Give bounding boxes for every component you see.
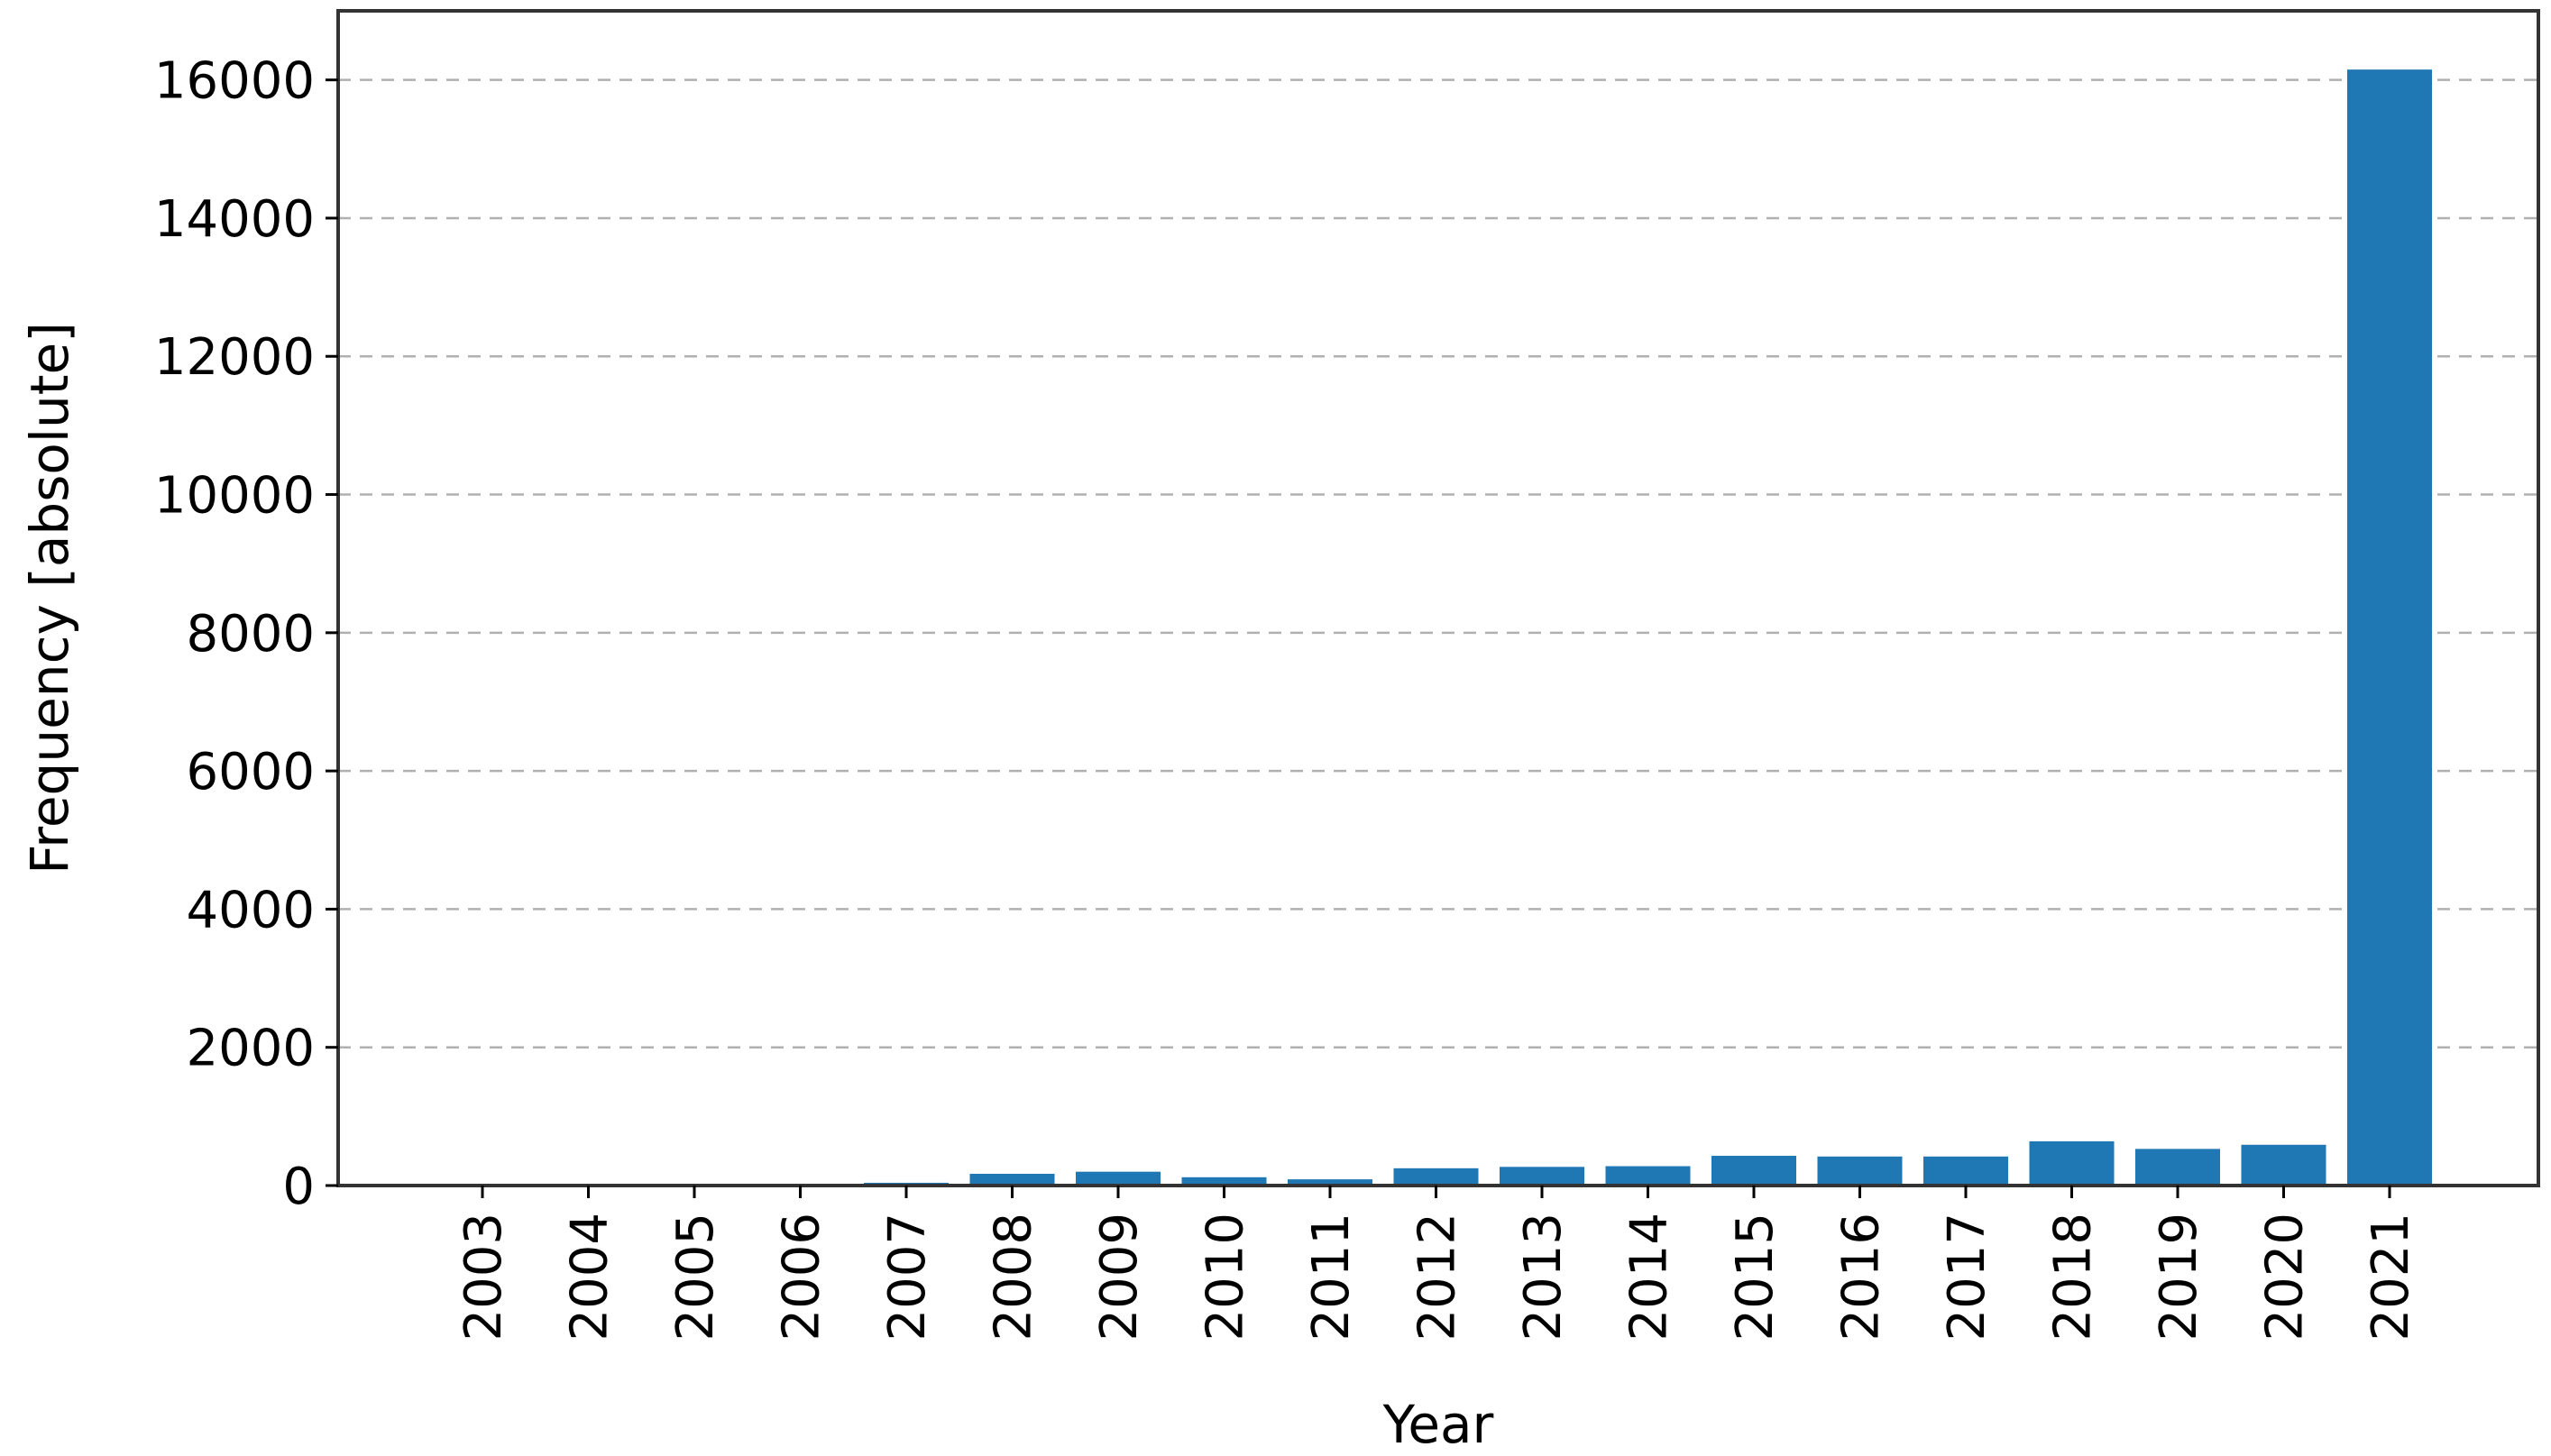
bar-2015: [1711, 1156, 1796, 1186]
x-tick-label: 2006: [773, 1213, 831, 1342]
x-tick-label: 2011: [1302, 1213, 1361, 1342]
bar-2011: [1288, 1179, 1372, 1186]
y-tick-label: 10000: [154, 467, 315, 526]
x-tick-label: 2009: [1090, 1213, 1149, 1342]
x-tick-label: 2010: [1197, 1213, 1255, 1342]
bar-2008: [969, 1173, 1055, 1186]
x-tick-label: 2018: [2044, 1213, 2103, 1342]
bar-2012: [1393, 1168, 1479, 1186]
x-tick-label: 2021: [2362, 1213, 2420, 1342]
x-tick-label: 2017: [1938, 1213, 1996, 1342]
bar-2021: [2347, 69, 2432, 1186]
y-tick-label: 2000: [186, 1020, 315, 1078]
x-axis-title: Year: [1382, 1394, 1494, 1455]
bar-2014: [1605, 1166, 1691, 1186]
plot-frame: [336, 9, 2540, 1187]
x-tick-label: 2015: [1726, 1213, 1785, 1342]
y-tick-label: 14000: [154, 190, 315, 249]
x-tick-label: 2016: [1832, 1213, 1891, 1342]
y-tick-label: 16000: [154, 52, 315, 111]
y-axis-title: Frequency [absolute]: [19, 322, 80, 875]
x-tick-label: 2014: [1620, 1213, 1679, 1342]
y-tick-label: 12000: [154, 328, 315, 387]
bar-2017: [1923, 1156, 2008, 1186]
x-tick-label: 2012: [1409, 1213, 1467, 1342]
x-axis-ticks: 2003 2004 2005 2006 2007 2008 2009 2010 2011 2012…: [454, 1186, 2420, 1342]
bar-2016: [1817, 1156, 1903, 1186]
x-tick-label: 2008: [985, 1213, 1043, 1342]
x-tick-label: 2005: [666, 1213, 725, 1342]
bar-2019: [2135, 1149, 2220, 1186]
x-tick-label: 2013: [1514, 1213, 1573, 1342]
bar-2013: [1500, 1167, 1584, 1186]
bar-2010: [1181, 1177, 1267, 1186]
bars: [440, 69, 2432, 1186]
y-axis-ticks: 0 2000 4000 6000 8000 10000 12000 14000 16000: [154, 52, 338, 1216]
y-tick-label: 8000: [186, 605, 315, 664]
bar-2018: [2029, 1140, 2115, 1186]
grid-lines: [338, 78, 2538, 1187]
y-tick-label: 0: [282, 1158, 315, 1216]
x-tick-label: 2019: [2150, 1213, 2208, 1342]
x-tick-label: 2007: [878, 1213, 937, 1342]
x-tick-label: 2003: [454, 1213, 513, 1342]
x-tick-label: 2020: [2256, 1213, 2315, 1342]
y-tick-label: 4000: [186, 881, 315, 939]
bar-2020: [2241, 1144, 2326, 1186]
x-tick-label: 2004: [561, 1213, 619, 1342]
y-tick-label: 6000: [186, 743, 315, 801]
bar-2009: [1076, 1171, 1161, 1186]
